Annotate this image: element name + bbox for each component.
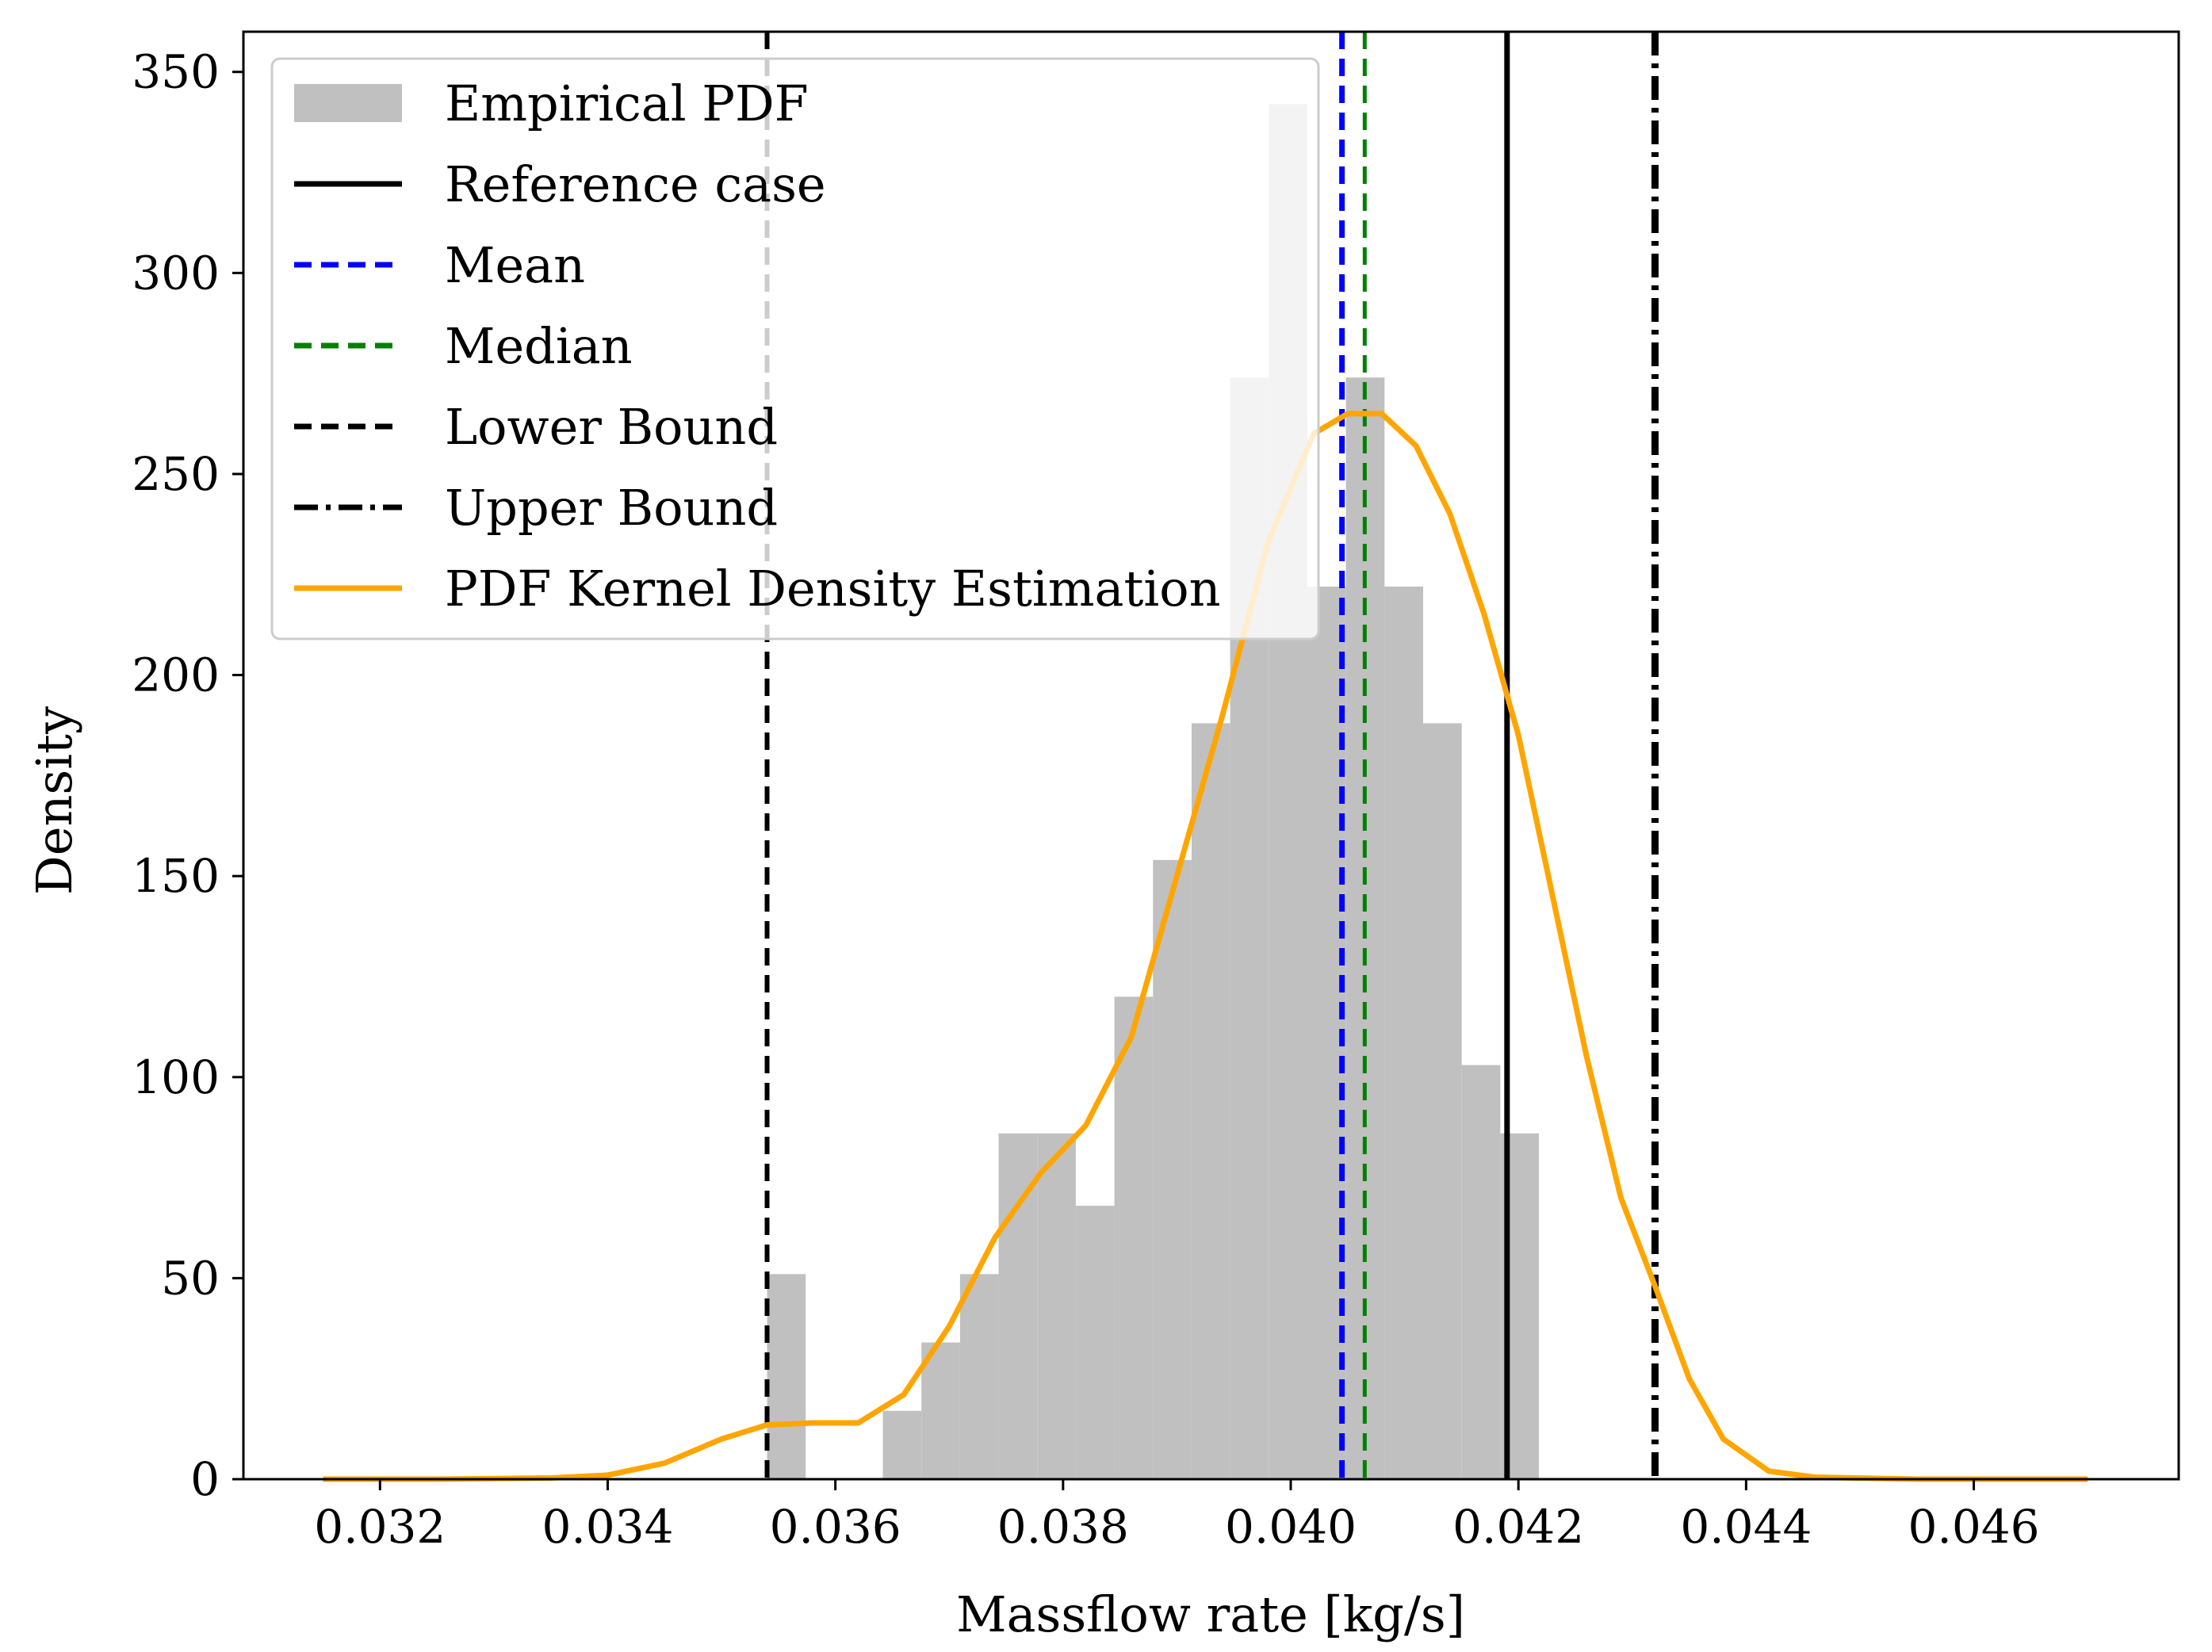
legend-label: Mean xyxy=(445,236,585,294)
y-tick-label: 100 xyxy=(132,1050,220,1104)
y-tick-label: 50 xyxy=(161,1251,220,1305)
y-axis-label: Density xyxy=(25,706,83,895)
plot-area xyxy=(323,32,2088,1482)
histogram-bar xyxy=(1153,859,1192,1479)
axes-frame xyxy=(242,30,2180,1481)
y-tick-label: 350 xyxy=(132,45,220,99)
legend-label: Empirical PDF xyxy=(445,75,809,132)
histogram-bar xyxy=(882,1410,922,1479)
x-tick-label: 0.046 xyxy=(1908,1500,2040,1554)
legend-label: Upper Bound xyxy=(445,479,778,537)
y-tick-label: 300 xyxy=(132,246,220,300)
y-tick-label: 150 xyxy=(132,849,220,903)
legend-swatch-empirical-pdf xyxy=(294,84,402,122)
histogram-bar xyxy=(959,1274,999,1479)
legend-label: Lower Bound xyxy=(445,398,778,456)
y-tick-label: 250 xyxy=(132,447,220,501)
histogram-bar xyxy=(1461,1065,1501,1479)
axes: 0.032 0.034 0.036 0.038 0.040 0.042 0.044 0.046… xyxy=(132,30,2180,1554)
histogram-bar xyxy=(1423,723,1462,1479)
legend-box xyxy=(270,57,1320,641)
x-axis-label: Massflow rate [kg/s] xyxy=(956,1585,1465,1643)
histogram-bar xyxy=(921,1342,960,1479)
legend-label: Reference case xyxy=(445,155,826,213)
x-tick-label: 0.038 xyxy=(997,1500,1129,1554)
x-tick-label: 0.040 xyxy=(1225,1500,1357,1554)
x-tick-label: 0.032 xyxy=(314,1500,446,1554)
histogram-bar xyxy=(1114,996,1154,1479)
histogram-bar xyxy=(1075,1206,1115,1479)
y-tick-label: 0 xyxy=(190,1452,220,1506)
x-tick-label: 0.036 xyxy=(770,1500,901,1554)
legend: Empirical PDF Reference case Mean Median Low… xyxy=(270,57,1320,641)
histogram-bar xyxy=(767,1274,806,1479)
y-tick-label: 200 xyxy=(132,648,220,702)
legend-label: PDF Kernel Density Estimation xyxy=(445,560,1221,618)
histogram-bar xyxy=(1191,723,1230,1479)
x-tick-label: 0.034 xyxy=(542,1500,673,1554)
x-tick-label: 0.042 xyxy=(1452,1500,1584,1554)
histogram-bar xyxy=(1384,586,1424,1479)
legend-label: Median xyxy=(445,317,633,375)
x-tick-label: 0.044 xyxy=(1680,1500,1812,1554)
histogram-bar xyxy=(1037,1133,1076,1479)
